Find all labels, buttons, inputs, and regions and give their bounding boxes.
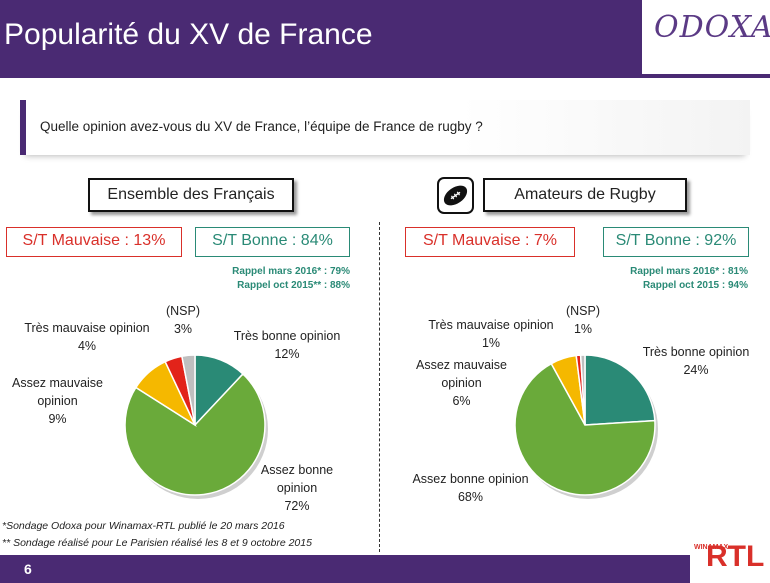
label-amo-right-text2: opinion — [441, 376, 482, 390]
question-text: Quelle opinion avez-vous du XV de France… — [40, 119, 483, 134]
label-tbo-right-value: 24% — [683, 363, 709, 377]
rappel-oct-right: Rappel oct 2015 : 94% — [642, 280, 748, 291]
rappel-mars-left: Rappel mars 2016* : 79% — [232, 266, 350, 277]
header-bar: Popularité du XV de France — [0, 0, 640, 78]
pie-slice-assez-bonne-right — [514, 362, 656, 496]
pie-slice-assez-bonne-left — [124, 372, 266, 496]
label-tmo-right-value: 1% — [481, 336, 501, 350]
footnote-2: ** Sondage réalisé pour Le Parisien réal… — [2, 537, 312, 549]
label-nsp-right: (NSP) 1% — [558, 302, 608, 338]
label-tbo-right: Très bonne opinion 24% — [630, 343, 762, 379]
rappel-oct-left: Rappel oct 2015** : 88% — [237, 280, 350, 291]
label-abo-right: Assez bonne opinion 68% — [398, 470, 543, 506]
section-title-left: Ensemble des Français — [88, 178, 294, 212]
label-tbo-left: Très bonne opinion 12% — [222, 327, 352, 363]
label-amo-right-text1: Assez mauvaise — [415, 358, 507, 372]
label-abo-right-text: Assez bonne opinion — [412, 472, 529, 486]
pie-chart-left — [124, 354, 268, 499]
st-mauvaise-right: S/T Mauvaise : 7% — [405, 227, 575, 257]
pie-slice-nsp-left — [181, 354, 196, 426]
label-nsp-left: (NSP) 3% — [158, 302, 208, 338]
section-divider — [379, 222, 380, 552]
section-title-right: Amateurs de Rugby — [483, 178, 687, 212]
st-bonne-right: S/T Bonne : 92% — [603, 227, 749, 257]
label-nsp-right-value: 1% — [573, 322, 593, 336]
logo-box: ODOXA — [640, 0, 770, 78]
label-nsp-left-text: (NSP) — [165, 304, 201, 318]
label-amo-right: Assez mauvaise opinion 6% — [404, 356, 519, 410]
label-abo-left: Assez bonne opinion 72% — [252, 461, 342, 515]
label-abo-left-value: 72% — [284, 499, 310, 513]
label-tbo-right-text: Très bonne opinion — [642, 345, 750, 359]
page-number: 6 — [24, 561, 32, 577]
st-bonne-left: S/T Bonne : 84% — [195, 227, 350, 257]
label-tbo-left-value: 12% — [274, 347, 300, 361]
question-bar: Quelle opinion avez-vous du XV de France… — [20, 100, 750, 155]
label-tmo-right-text: Très mauvaise opinion — [428, 318, 554, 332]
pie-slice-nsp-right — [579, 354, 586, 426]
label-tbo-left-text: Très bonne opinion — [233, 329, 341, 343]
partner-name: RTL — [706, 540, 765, 573]
pie-chart-right — [514, 354, 658, 499]
rappel-mars-right: Rappel mars 2016* : 81% — [630, 266, 748, 277]
label-amo-left-text2: opinion — [37, 394, 78, 408]
st-mauvaise-left: S/T Mauvaise : 13% — [6, 227, 182, 257]
rugby-ball-icon — [437, 177, 474, 214]
page-title: Popularité du XV de France — [4, 18, 373, 51]
label-tmo-left-text: Très mauvaise opinion — [24, 321, 150, 335]
label-tmo-left-value: 4% — [77, 339, 97, 353]
label-abo-left-text2: opinion — [276, 481, 318, 495]
label-tmo-left: Très mauvaise opinion 4% — [12, 319, 162, 355]
label-amo-left: Assez mauvaise opinion 9% — [0, 374, 115, 428]
footnote-1: *Sondage Odoxa pour Winamax-RTL publié l… — [2, 520, 285, 532]
label-amo-left-value: 9% — [48, 412, 67, 426]
label-amo-left-text1: Assez mauvaise — [11, 376, 103, 390]
pie-slice-tres-bonne-right — [584, 354, 656, 426]
partner-sub: WINAMAX — [694, 544, 729, 551]
odoxa-logo: ODOXA — [654, 10, 770, 45]
label-amo-right-value: 6% — [452, 394, 471, 408]
label-tmo-right: Très mauvaise opinion 1% — [416, 316, 566, 352]
label-nsp-right-text: (NSP) — [565, 304, 601, 318]
label-abo-left-text1: Assez bonne — [260, 463, 334, 477]
label-abo-right-value: 68% — [457, 490, 484, 504]
footer-bar — [0, 555, 690, 583]
label-nsp-left-value: 3% — [173, 322, 193, 336]
partner-logo: WINAMAX RTL — [690, 540, 770, 583]
